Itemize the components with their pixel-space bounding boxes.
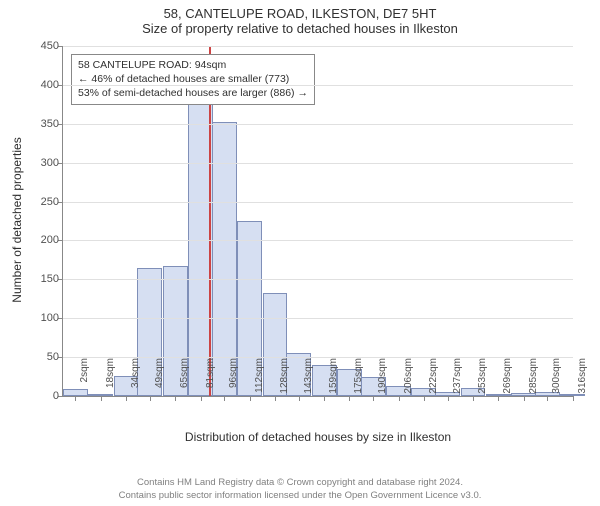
x-tick-label: 206sqm [403, 358, 414, 402]
y-tick-label: 50 [47, 351, 59, 363]
x-tick-mark [373, 396, 374, 401]
y-tick-label: 450 [41, 40, 59, 52]
x-tick-mark [299, 396, 300, 401]
x-tick-mark [524, 396, 525, 401]
page-title-main: 58, CANTELUPE ROAD, ILKESTON, DE7 5HT [0, 6, 600, 21]
x-tick-label: 175sqm [353, 358, 364, 402]
annotation-line1: 58 CANTELUPE ROAD: 94sqm [78, 58, 308, 72]
grid-line [63, 163, 573, 164]
y-tick-label: 100 [41, 312, 59, 324]
x-tick-label: 316sqm [577, 358, 588, 402]
x-tick-label: 81sqm [205, 358, 216, 402]
x-tick-mark [75, 396, 76, 401]
x-tick-mark [275, 396, 276, 401]
annotation-line3: 53% of semi-detached houses are larger (… [78, 86, 308, 100]
x-tick-mark [498, 396, 499, 401]
x-tick-label: 128sqm [279, 358, 290, 402]
grid-line [63, 124, 573, 125]
x-tick-mark [175, 396, 176, 401]
x-tick-mark [224, 396, 225, 401]
annotation-box: 58 CANTELUPE ROAD: 94sqm ← 46% of detach… [71, 54, 315, 105]
x-tick-mark [250, 396, 251, 401]
x-tick-mark [150, 396, 151, 401]
grid-line [63, 318, 573, 319]
grid-line [63, 279, 573, 280]
page-title-sub: Size of property relative to detached ho… [0, 21, 600, 36]
y-tick-label: 300 [41, 157, 59, 169]
x-tick-mark [573, 396, 574, 401]
x-tick-label: 143sqm [303, 358, 314, 402]
x-tick-label: 253sqm [477, 358, 488, 402]
x-tick-label: 2sqm [79, 358, 90, 402]
chart-container: Number of detached properties 58 CANTELU… [0, 40, 600, 440]
grid-line [63, 85, 573, 86]
license-line1: Contains HM Land Registry data © Crown c… [0, 477, 600, 489]
x-tick-mark [201, 396, 202, 401]
y-tick-label: 200 [41, 234, 59, 246]
y-tick-label: 350 [41, 118, 59, 130]
x-tick-label: 65sqm [179, 358, 190, 402]
x-tick-label: 159sqm [328, 358, 339, 402]
plot-area: 58 CANTELUPE ROAD: 94sqm ← 46% of detach… [62, 46, 573, 397]
x-tick-label: 190sqm [377, 358, 388, 402]
x-tick-label: 18sqm [105, 358, 116, 402]
x-tick-label: 34sqm [130, 358, 141, 402]
x-tick-mark [126, 396, 127, 401]
x-tick-mark [349, 396, 350, 401]
x-axis-title: Distribution of detached houses by size … [63, 430, 573, 444]
x-tick-label: 285sqm [528, 358, 539, 402]
x-tick-mark [424, 396, 425, 401]
x-tick-label: 222sqm [428, 358, 439, 402]
x-tick-mark [101, 396, 102, 401]
x-tick-mark [448, 396, 449, 401]
x-tick-label: 49sqm [154, 358, 165, 402]
x-tick-label: 237sqm [452, 358, 463, 402]
grid-line [63, 46, 573, 47]
y-tick-label: 250 [41, 196, 59, 208]
y-axis-label: Number of detached properties [10, 137, 24, 302]
y-tick-label: 400 [41, 79, 59, 91]
x-tick-mark [547, 396, 548, 401]
x-tick-label: 300sqm [551, 358, 562, 402]
grid-line [63, 240, 573, 241]
x-tick-label: 96sqm [228, 358, 239, 402]
license-line2: Contains public sector information licen… [0, 490, 600, 502]
grid-line [63, 202, 573, 203]
x-tick-mark [399, 396, 400, 401]
y-tick-label: 150 [41, 273, 59, 285]
license-text: Contains HM Land Registry data © Crown c… [0, 477, 600, 502]
y-tick-label: 0 [53, 390, 59, 402]
x-tick-label: 112sqm [254, 358, 265, 402]
x-tick-mark [473, 396, 474, 401]
x-tick-label: 269sqm [502, 358, 513, 402]
x-tick-mark [324, 396, 325, 401]
